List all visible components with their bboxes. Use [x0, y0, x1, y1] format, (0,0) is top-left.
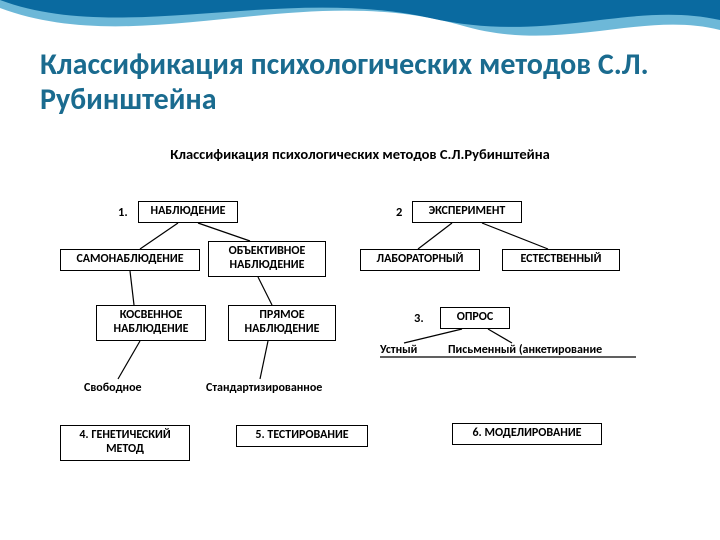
edge-1	[198, 223, 250, 241]
node-kosv: КОСВЕННОЕ НАБЛЮДЕНИЕ	[96, 305, 206, 341]
edge-4	[130, 271, 134, 305]
node-pryam: ПРЯМОЕ НАБЛЮДЕНИЕ	[228, 305, 336, 341]
subheading-part-b: С.Л.Рубинштейна	[440, 145, 550, 163]
node-samonabl: САМОНАБЛЮДЕНИЕ	[60, 249, 200, 271]
edge-2	[418, 223, 452, 249]
edge-9	[488, 329, 512, 343]
node-model: 6. МОДЕЛИРОВАНИЕ	[452, 423, 602, 445]
node-estestv: ЕСТЕСТВЕННЫЙ	[502, 249, 620, 271]
node-nabl: НАБЛЮДЕНИЕ	[138, 201, 238, 223]
node-objnabl: ОБЪЕКТИВНОЕ НАБЛЮДЕНИЕ	[208, 241, 326, 277]
slide-title: Классификация психологических методов С.…	[40, 48, 720, 117]
node-exper: ЭКСПЕРИМЕНТ	[412, 201, 522, 223]
edge-0	[140, 223, 178, 249]
edge-5	[258, 277, 272, 305]
label-pismenny: Письменный (анкетирование	[448, 343, 602, 357]
content-area: Классификация психологических методов С.…	[0, 145, 720, 527]
methods-diagram: НАБЛЮДЕНИЕ ЭКСПЕРИМЕНТ САМОНАБЛЮДЕНИЕ ОБЪЕК…	[0, 177, 720, 527]
edge-3	[482, 223, 548, 249]
diagram-subheading: Классификация психологических методов С.…	[0, 145, 720, 163]
node-opros: ОПРОС	[440, 307, 510, 329]
label-ustny: Устный	[380, 343, 417, 357]
edge-6	[118, 341, 140, 379]
edge-7	[260, 341, 268, 379]
label-svobodnoe: Свободное	[84, 381, 142, 395]
node-labor: ЛАБОРАТОРНЫЙ	[360, 249, 480, 271]
edge-8	[404, 329, 462, 343]
label-standart: Стандартизированное	[206, 381, 322, 395]
node-genet: 4. ГЕНЕТИЧЕСКИЙ МЕТОД	[60, 425, 190, 461]
label-n1: 1.	[118, 205, 128, 220]
diagram-connectors	[0, 177, 720, 527]
subheading-part-a: Классификация психологических методов	[170, 145, 440, 163]
node-testir: 5. ТЕСТИРОВАНИЕ	[236, 425, 368, 447]
label-n2: 2	[396, 205, 402, 220]
label-n3: 3.	[414, 311, 424, 326]
